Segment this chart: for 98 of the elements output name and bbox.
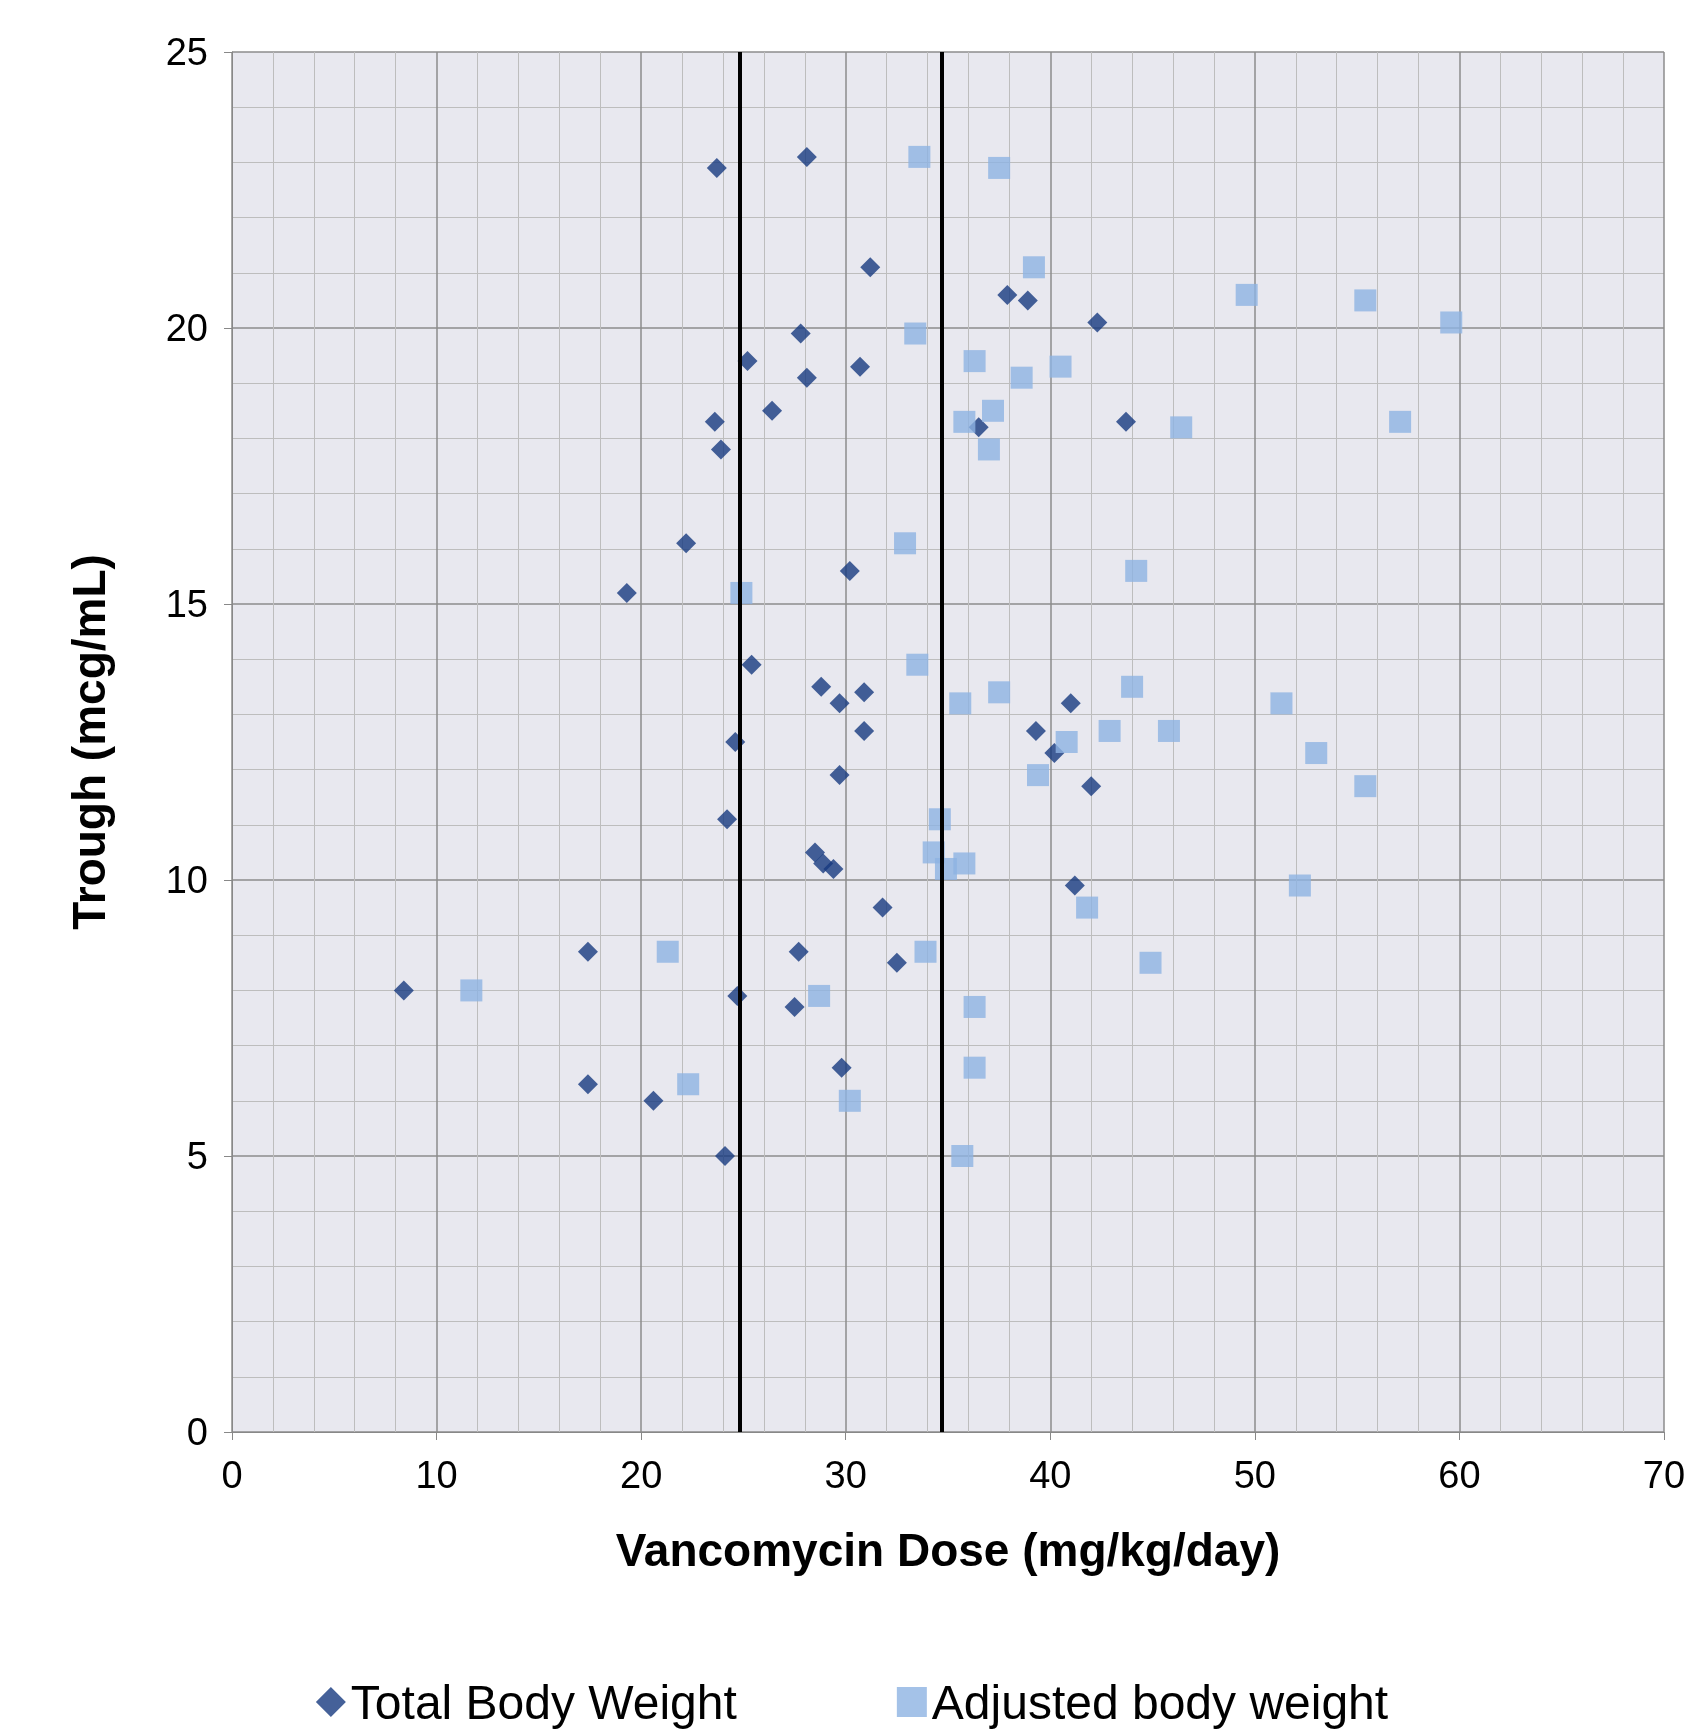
point xyxy=(460,979,483,1002)
point xyxy=(914,940,937,963)
x-tick-label: 70 xyxy=(1642,1454,1686,1496)
point xyxy=(1049,355,1072,378)
point xyxy=(710,439,731,460)
point xyxy=(677,1073,700,1096)
point xyxy=(1064,875,1085,896)
point xyxy=(796,367,817,388)
point xyxy=(1288,874,1311,897)
point xyxy=(829,693,850,714)
point xyxy=(953,852,976,875)
point xyxy=(1121,675,1144,698)
y-tick-label: 5 xyxy=(186,1135,208,1177)
point xyxy=(1098,719,1121,742)
point xyxy=(872,897,893,918)
legend-label: Total Body Weight xyxy=(350,1675,737,1729)
point xyxy=(811,676,832,697)
point xyxy=(790,323,811,344)
point xyxy=(717,809,738,830)
point xyxy=(808,984,831,1007)
y-axis-title: Trough (mcg/mL) xyxy=(63,554,115,930)
point xyxy=(850,356,871,377)
point xyxy=(577,941,598,962)
point xyxy=(1235,283,1258,306)
x-tick-label: 50 xyxy=(1233,1454,1276,1496)
point xyxy=(854,720,875,741)
legend-label: Adjusted body weight xyxy=(931,1675,1389,1729)
point xyxy=(977,438,1000,461)
x-axis-title: Vancomycin Dose (mg/kg/day) xyxy=(615,1524,1281,1576)
point xyxy=(1027,764,1050,787)
point xyxy=(823,858,844,879)
point xyxy=(1157,719,1180,742)
point xyxy=(796,146,817,167)
point xyxy=(1125,559,1148,582)
point xyxy=(963,1056,986,1079)
point xyxy=(676,533,697,554)
point xyxy=(997,284,1018,305)
x-tick-label: 20 xyxy=(620,1454,663,1496)
point xyxy=(894,532,917,555)
point xyxy=(951,1145,974,1167)
y-tick-label: 15 xyxy=(165,583,208,625)
point xyxy=(982,399,1005,422)
point xyxy=(1025,720,1046,741)
point xyxy=(949,692,972,715)
x-tick-label: 60 xyxy=(1438,1454,1481,1496)
point xyxy=(988,156,1011,179)
point xyxy=(906,653,929,676)
point xyxy=(805,842,826,863)
y-tick-label: 10 xyxy=(165,859,208,901)
point xyxy=(643,1090,664,1111)
point xyxy=(1060,693,1081,714)
point xyxy=(1440,311,1463,334)
point xyxy=(393,980,414,1001)
y-tick-label: 20 xyxy=(165,307,208,349)
point xyxy=(831,1057,852,1078)
point xyxy=(1305,742,1328,765)
point xyxy=(788,941,809,962)
x-tick-label: 10 xyxy=(415,1454,458,1496)
y-tick-label: 25 xyxy=(165,31,208,73)
point xyxy=(1081,776,1102,797)
point xyxy=(854,682,875,703)
point xyxy=(839,560,860,581)
point xyxy=(762,400,783,421)
point xyxy=(1017,290,1038,311)
point xyxy=(1087,312,1108,333)
point xyxy=(1055,731,1078,753)
point xyxy=(1139,951,1162,974)
point xyxy=(963,995,986,1018)
y-tick-label: 0 xyxy=(186,1411,208,1453)
point xyxy=(838,1089,861,1112)
point xyxy=(1354,775,1377,798)
point xyxy=(784,996,805,1017)
point xyxy=(963,350,986,373)
point xyxy=(656,940,679,963)
point xyxy=(577,1074,598,1095)
point xyxy=(616,582,637,603)
x-tick-label: 30 xyxy=(824,1454,867,1496)
x-tick-label: 0 xyxy=(221,1454,243,1496)
point xyxy=(1354,289,1377,312)
point xyxy=(1270,692,1293,715)
point xyxy=(704,411,725,432)
point xyxy=(1389,410,1412,433)
point xyxy=(988,681,1011,704)
x-tick-label: 40 xyxy=(1029,1454,1072,1496)
point xyxy=(715,1146,736,1166)
point xyxy=(860,257,881,278)
point xyxy=(1170,416,1193,439)
point xyxy=(741,654,762,675)
point xyxy=(1076,896,1099,919)
point xyxy=(1010,366,1033,389)
point xyxy=(908,145,931,168)
point xyxy=(904,322,927,345)
point xyxy=(886,952,907,973)
point xyxy=(1022,256,1045,279)
point xyxy=(829,765,850,786)
point xyxy=(1115,411,1136,432)
point xyxy=(953,410,976,433)
point xyxy=(706,157,727,178)
